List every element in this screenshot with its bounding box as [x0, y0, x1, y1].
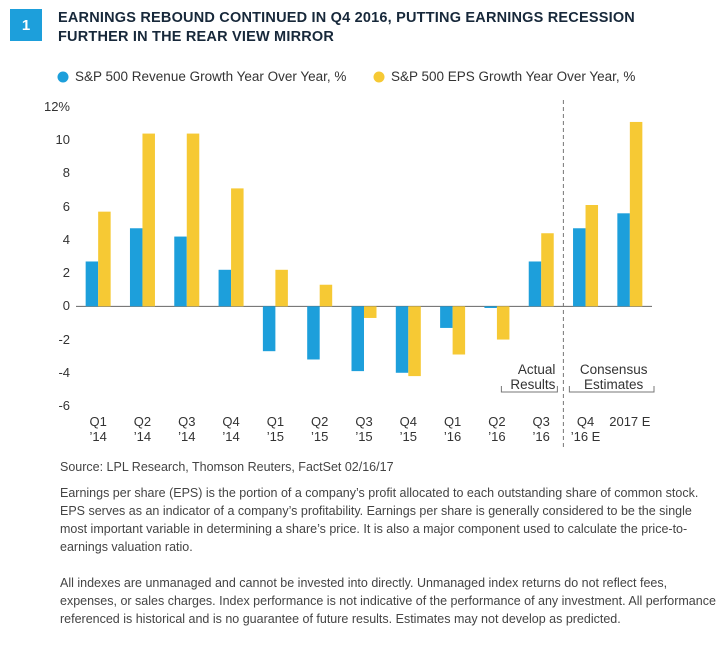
legend-label: S&P 500 Revenue Growth Year Over Year, %: [75, 69, 347, 84]
legend-swatch: [57, 71, 69, 83]
figure-number: 1: [10, 9, 42, 41]
bar: [528, 261, 542, 307]
bar: [98, 211, 111, 307]
annotation-bracket: [500, 386, 558, 393]
bar: [440, 306, 453, 328]
note: All indexes are unmanaged and cannot be …: [60, 576, 716, 626]
x-tick-label: Q3 ’16: [532, 414, 550, 444]
bar: [186, 133, 200, 307]
y-tick-label: 4: [62, 231, 70, 247]
x-tick-label: Q1 ’14: [89, 414, 107, 444]
annotation-bracket: [568, 386, 655, 393]
bar: [275, 269, 288, 307]
bar: [484, 306, 497, 308]
bar: [617, 213, 630, 307]
x-tick-label: Q1 ’16: [443, 414, 462, 444]
bar: [129, 228, 143, 307]
y-tick-label: 0: [62, 298, 70, 314]
bar: [452, 306, 466, 355]
bar: [408, 306, 421, 377]
bar: [573, 228, 586, 307]
bar: [585, 205, 599, 307]
bar: [142, 133, 155, 307]
y-tick-label: 2: [62, 265, 70, 281]
x-tick-label: Q3 ’15: [355, 414, 373, 444]
x-tick-label: Q2 ’15: [311, 414, 329, 444]
x-tick-label: 2017 E: [609, 414, 651, 429]
x-tick-label: Q4 ’15: [399, 414, 417, 444]
bar: [307, 306, 320, 360]
x-tick-label: Q1 ’15: [266, 414, 285, 444]
legend-label: S&P 500 EPS Growth Year Over Year, %: [391, 69, 636, 84]
bar: [319, 284, 333, 307]
chart-title: EARNINGS REBOUND CONTINUED IN Q4 2016, P…: [58, 10, 635, 45]
bar: [364, 306, 377, 318]
bar: [496, 306, 510, 340]
y-tick-label: -4: [58, 364, 70, 380]
x-tick-label: Q2 ’16: [488, 414, 506, 444]
y-tick-label: 6: [62, 198, 70, 214]
y-tick-label: 10: [55, 132, 70, 148]
bar: [231, 188, 244, 307]
bar: [262, 306, 276, 352]
x-tick-label: Q4 ’14: [222, 414, 240, 444]
bar: [351, 306, 364, 372]
bar: [174, 236, 187, 307]
bar: [395, 306, 409, 373]
x-tick-label: Q3 ’14: [178, 414, 196, 444]
y-tick-label: -6: [58, 398, 70, 413]
y-tick-label: -2: [58, 331, 70, 347]
bar: [541, 233, 554, 307]
annotation: Actual Results: [510, 362, 556, 392]
y-tick-label: 8: [62, 165, 70, 181]
x-tick-label: Q4 ’16 E: [570, 414, 601, 444]
y-tick-label: 12%: [43, 99, 70, 114]
note: Earnings per share (EPS) is the portion …: [60, 486, 699, 554]
source: Source: LPL Research, Thomson Reuters, F…: [60, 460, 394, 474]
annotation: Consensus Estimates: [579, 362, 648, 392]
bar: [85, 261, 99, 307]
legend-swatch: [373, 71, 385, 83]
bar: [629, 121, 643, 307]
x-tick-label: Q2 ’14: [133, 414, 152, 444]
bar: [218, 269, 232, 307]
